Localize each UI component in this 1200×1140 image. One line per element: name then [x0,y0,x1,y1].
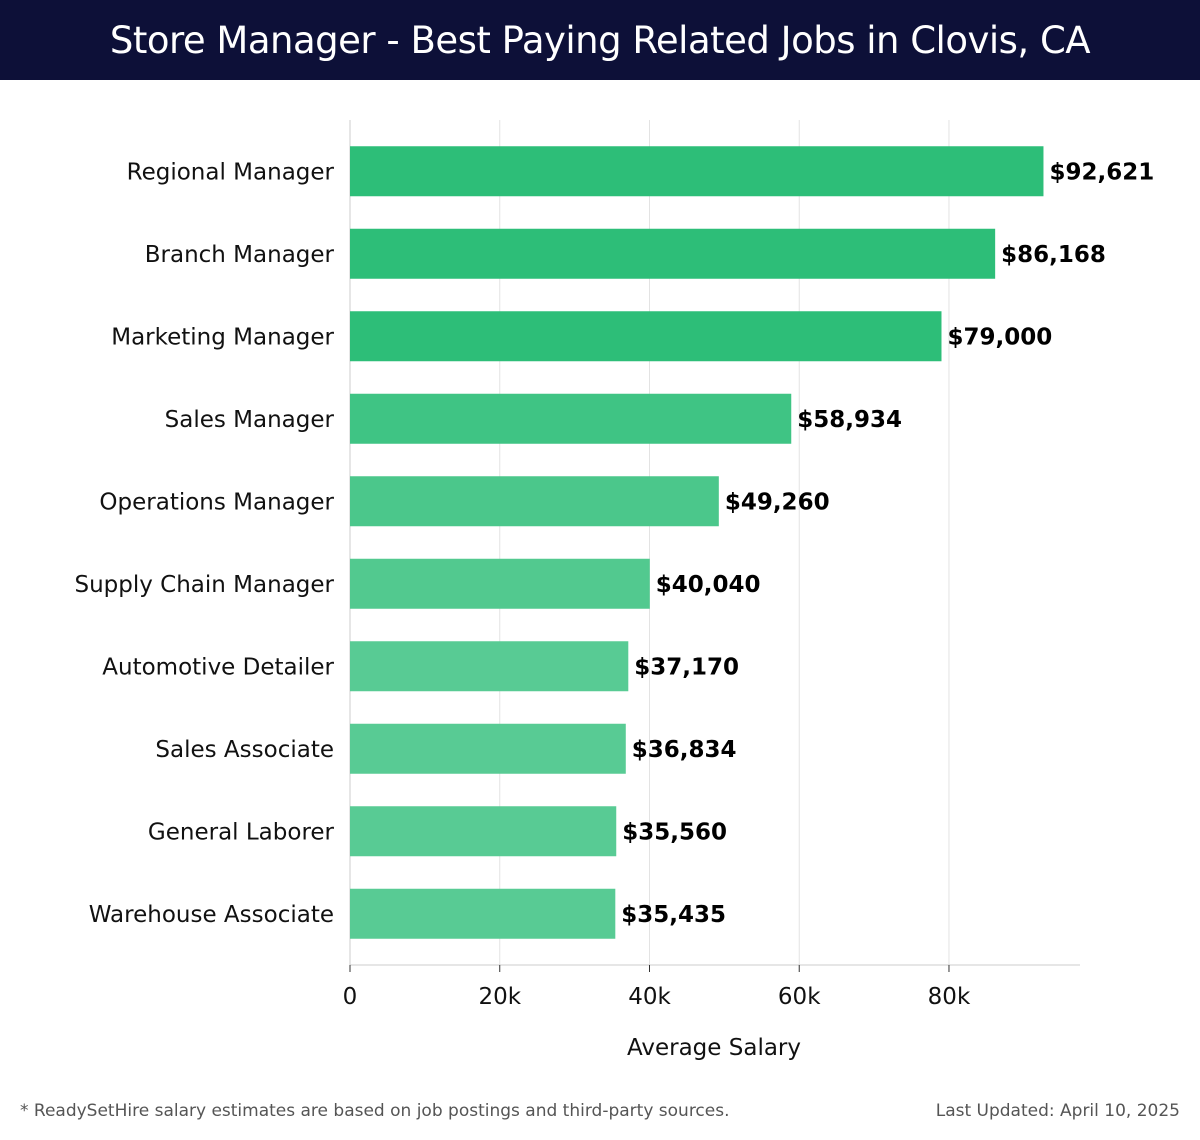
category-label: Operations Manager [99,489,334,515]
value-label: $35,560 [622,819,727,845]
category-label: Warehouse Associate [89,902,334,928]
value-label: $92,621 [1049,159,1154,185]
bar [350,888,616,939]
bar [350,311,942,362]
bar [350,558,650,609]
value-label: $40,040 [656,572,761,598]
value-label: $37,170 [634,654,739,680]
bar [350,806,617,857]
bar [350,146,1044,197]
category-label: Regional Manager [127,159,335,185]
category-label: Branch Manager [145,242,335,268]
chart-title: Store Manager - Best Paying Related Jobs… [109,18,1091,62]
category-label: Marketing Manager [111,324,334,350]
x-axis: 0 20k 40k 60k 80k [343,964,1080,1010]
x-tick-label: 0 [343,984,358,1010]
x-axis-title: Average Salary [627,1035,801,1061]
value-label: $36,834 [632,737,737,763]
x-tick-label: 80k [928,984,971,1010]
category-label: Sales Associate [155,737,334,763]
footnote: * ReadySetHire salary estimates are base… [20,1101,730,1121]
value-label: $79,000 [947,324,1052,350]
value-label: $35,435 [621,902,726,928]
bar [350,228,996,279]
last-updated: Last Updated: April 10, 2025 [935,1101,1180,1121]
value-label: $58,934 [797,407,902,433]
x-tick-label: 60k [778,984,821,1010]
category-label: General Laborer [148,819,335,845]
category-label: Supply Chain Manager [74,572,334,598]
x-tick-label: 40k [628,984,671,1010]
bar [350,723,626,774]
bar [350,641,629,692]
x-tick-label: 20k [478,984,521,1010]
value-label: $86,168 [1001,242,1106,268]
chart-header: Store Manager - Best Paying Related Jobs… [0,0,1200,80]
salary-bar-chart: 0 20k 40k 60k 80k Regional Manager Branch Man… [74,120,1154,1061]
category-label: Automotive Detailer [102,654,334,680]
bars [350,146,1044,939]
bar [350,393,792,444]
category-label: Sales Manager [165,407,335,433]
value-label: $49,260 [725,489,830,515]
value-labels: $92,621 $86,168 $79,000 $58,934 $49,260 $40,0… [621,159,1154,928]
category-labels: Regional Manager Branch Manager Marketing … [74,159,334,928]
bar [350,476,719,527]
